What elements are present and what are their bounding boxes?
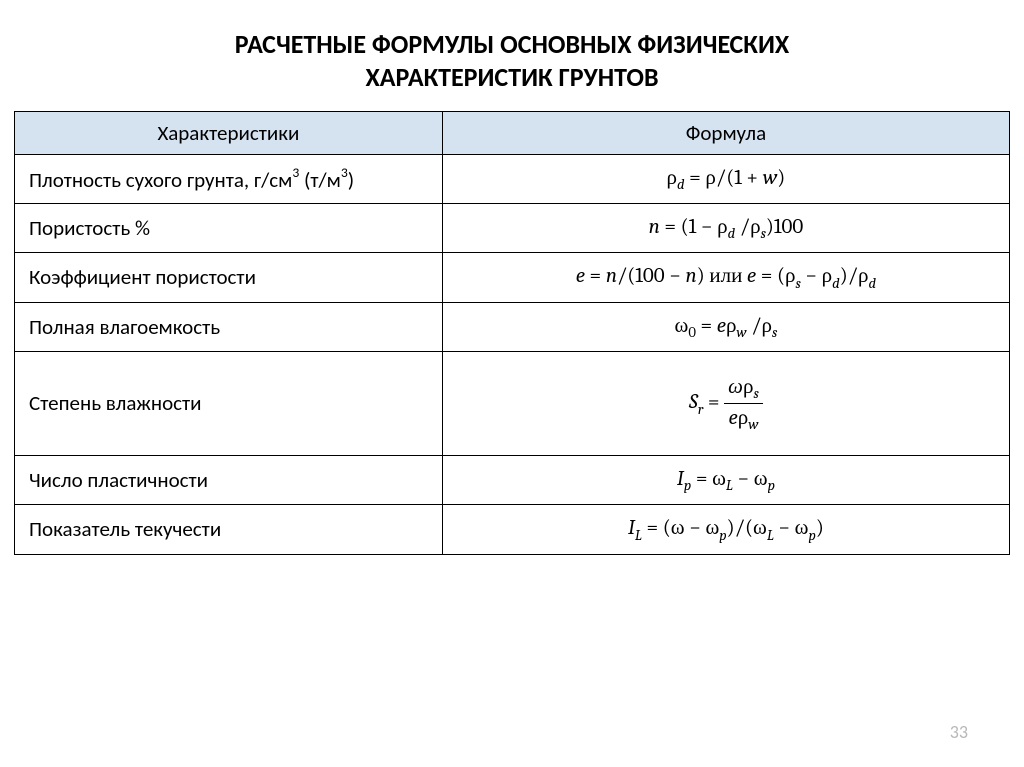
formula-cell: IL = (ω − ωp)/(ωL − ωp): [442, 505, 1009, 554]
characteristic-cell: Степень влажности: [15, 351, 443, 455]
table-row: Пористость %n = (1 − ρd /ρs)100: [15, 204, 1010, 253]
characteristic-cell: Коэффициент пористости: [15, 253, 443, 302]
formula-cell: ω0 = eρw /ρs: [442, 302, 1009, 351]
header-formula: Формула: [442, 112, 1009, 155]
formula-cell: e = n/(100 − n) или e = (ρs − ρd)/ρd: [442, 253, 1009, 302]
formula-cell: ρd = ρ/(1 + w): [442, 155, 1009, 204]
table-header-row: Характеристики Формула: [15, 112, 1010, 155]
table-body: Плотность сухого грунта, г/см3 (т/м3)ρd …: [15, 155, 1010, 555]
characteristic-cell: Полная влагоемкость: [15, 302, 443, 351]
header-characteristic: Характеристики: [15, 112, 443, 155]
table-row: Коэффициент пористостиe = n/(100 − n) ил…: [15, 253, 1010, 302]
characteristic-cell: Показатель текучести: [15, 505, 443, 554]
page-number: 33: [950, 721, 968, 743]
table-row: Полная влагоемкостьω0 = eρw /ρs: [15, 302, 1010, 351]
title-line-1: РАСЧЕТНЫЕ ФОРМУЛЫ ОСНОВНЫХ ФИЗИЧЕСКИХ: [235, 28, 789, 60]
table-row: Плотность сухого грунта, г/см3 (т/м3)ρd …: [15, 155, 1010, 204]
formula-cell: Ip = ωL − ωp: [442, 456, 1009, 505]
table-row: Число пластичностиIp = ωL − ωp: [15, 456, 1010, 505]
characteristic-cell: Число пластичности: [15, 456, 443, 505]
formula-cell: Sr = ωρseρw: [442, 351, 1009, 455]
formula-cell: n = (1 − ρd /ρs)100: [442, 204, 1009, 253]
slide-title: РАСЧЕТНЫЕ ФОРМУЛЫ ОСНОВНЫХ ФИЗИЧЕСКИХ ХА…: [0, 0, 1024, 111]
formulas-table: Характеристики Формула Плотность сухого …: [14, 111, 1010, 555]
table-row: Степень влажностиSr = ωρseρw: [15, 351, 1010, 455]
table-container: Характеристики Формула Плотность сухого …: [0, 111, 1024, 555]
title-line-2: ХАРАКТЕРИСТИК ГРУНТОВ: [365, 61, 658, 93]
characteristic-cell: Плотность сухого грунта, г/см3 (т/м3): [15, 155, 443, 204]
characteristic-cell: Пористость %: [15, 204, 443, 253]
table-row: Показатель текучестиIL = (ω − ωp)/(ωL − …: [15, 505, 1010, 554]
